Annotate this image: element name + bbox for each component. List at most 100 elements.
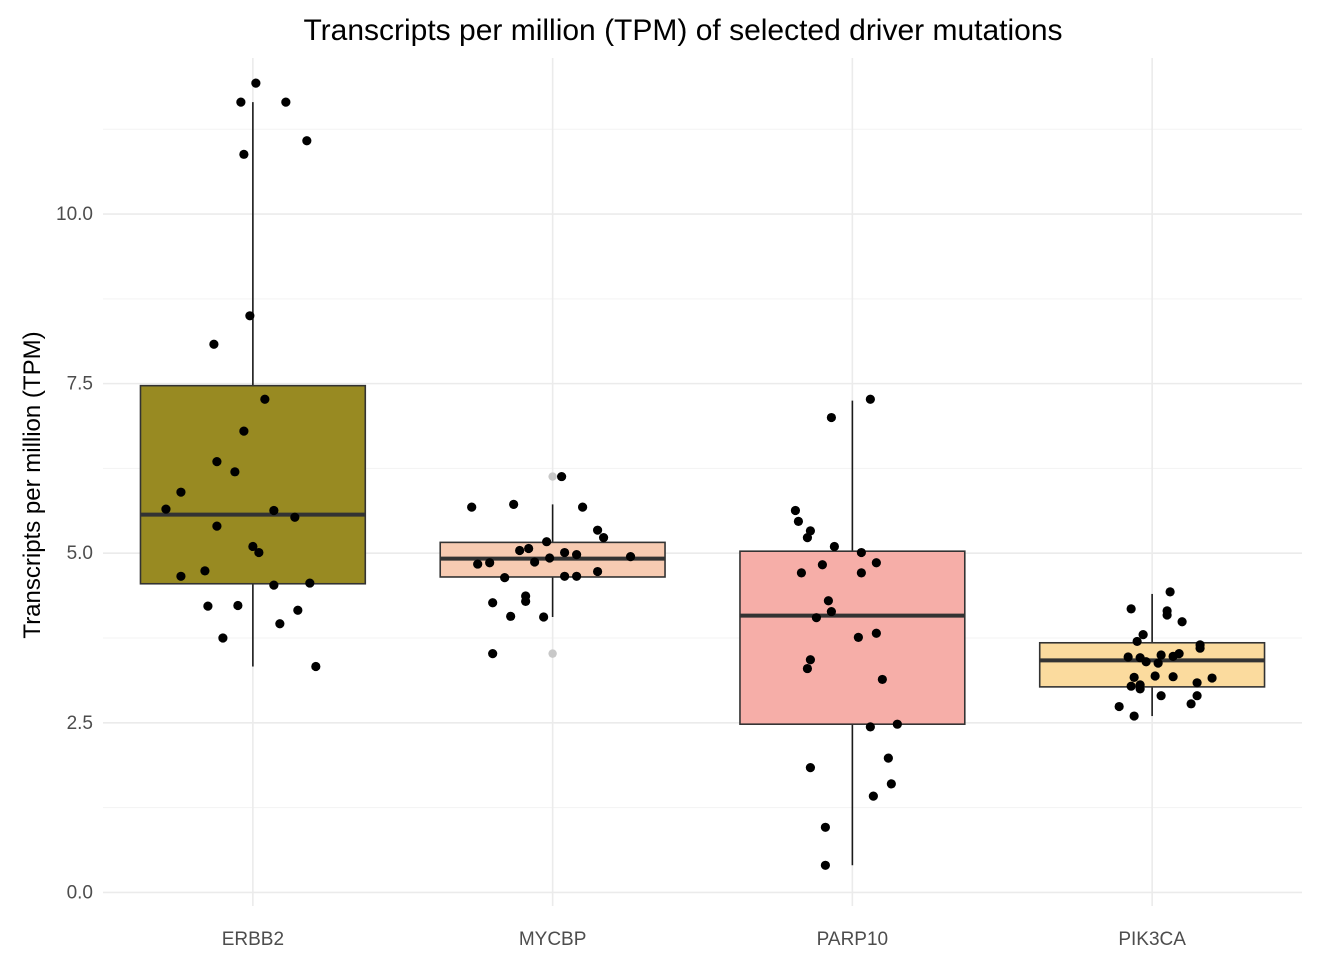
data-point bbox=[790, 505, 801, 516]
y-tick-label: 2.5 bbox=[67, 713, 93, 734]
data-point bbox=[218, 633, 228, 643]
data-point bbox=[856, 547, 866, 558]
data-point bbox=[509, 499, 519, 509]
data-point bbox=[592, 566, 603, 577]
data-point bbox=[1168, 672, 1178, 682]
data-point bbox=[1135, 684, 1145, 694]
data-point bbox=[305, 578, 315, 588]
data-point bbox=[161, 504, 171, 514]
data-point bbox=[868, 791, 878, 801]
data-point bbox=[281, 97, 291, 107]
data-point bbox=[239, 149, 249, 159]
data-point bbox=[1126, 681, 1136, 691]
data-point bbox=[865, 394, 875, 404]
data-point bbox=[883, 753, 893, 763]
data-point bbox=[560, 571, 570, 581]
box-layer bbox=[139, 102, 1266, 866]
data-point bbox=[488, 649, 498, 659]
data-point bbox=[1156, 650, 1166, 660]
data-point bbox=[1114, 701, 1124, 712]
data-point bbox=[1192, 691, 1202, 701]
box-parp10 bbox=[739, 550, 966, 725]
data-point bbox=[572, 571, 582, 581]
x-tick-label: PARP10 bbox=[817, 929, 888, 950]
outlier-point bbox=[548, 472, 557, 481]
data-point bbox=[865, 722, 875, 732]
data-point bbox=[239, 426, 249, 436]
data-point bbox=[625, 552, 636, 562]
x-tick-label: ERBB2 bbox=[222, 929, 284, 950]
data-point bbox=[826, 606, 836, 617]
x-tick-label: PIK3CA bbox=[1118, 929, 1186, 950]
data-point bbox=[473, 559, 483, 569]
axis-layer: 0.0 2.5 5.0 7.5 10.0 ERBB2 MYCBP PARP10 PIK3CA bbox=[56, 204, 1186, 950]
y-tick-label: 10.0 bbox=[56, 204, 93, 225]
data-point bbox=[557, 471, 567, 482]
data-point bbox=[802, 533, 813, 543]
data-point bbox=[209, 339, 219, 349]
data-point bbox=[254, 547, 264, 558]
data-point bbox=[212, 457, 222, 467]
data-point bbox=[598, 533, 609, 543]
data-point bbox=[853, 632, 863, 642]
data-point bbox=[542, 537, 552, 547]
data-point bbox=[820, 822, 830, 832]
data-point bbox=[871, 558, 881, 568]
data-point bbox=[506, 611, 516, 621]
data-point bbox=[871, 628, 881, 638]
data-point bbox=[829, 541, 839, 552]
data-point bbox=[1141, 657, 1151, 667]
data-point bbox=[578, 502, 588, 512]
data-point bbox=[176, 571, 186, 581]
data-point bbox=[796, 568, 807, 578]
data-point bbox=[260, 394, 270, 404]
data-point bbox=[212, 521, 222, 531]
data-point bbox=[275, 619, 285, 629]
data-point bbox=[293, 605, 303, 615]
y-tick-label: 7.5 bbox=[67, 374, 93, 395]
box-erbb2 bbox=[139, 384, 367, 585]
data-point bbox=[1150, 671, 1160, 681]
y-axis-label: Transcripts per million (TPM) bbox=[19, 331, 46, 638]
data-point bbox=[805, 655, 816, 665]
data-point bbox=[233, 600, 243, 611]
data-point bbox=[203, 601, 213, 611]
data-point bbox=[1168, 651, 1178, 661]
data-point bbox=[485, 558, 495, 568]
data-point bbox=[251, 78, 261, 88]
data-point bbox=[1132, 636, 1142, 647]
data-point bbox=[805, 763, 816, 773]
data-point bbox=[488, 598, 498, 608]
data-point bbox=[1129, 672, 1139, 682]
data-point bbox=[1177, 617, 1187, 627]
data-point bbox=[521, 596, 531, 606]
data-point bbox=[892, 719, 902, 729]
data-point bbox=[530, 557, 540, 567]
data-point bbox=[817, 560, 828, 570]
data-point bbox=[802, 663, 813, 674]
data-point bbox=[290, 512, 300, 522]
data-point bbox=[886, 779, 896, 789]
data-point bbox=[200, 566, 210, 576]
data-point bbox=[302, 136, 312, 146]
data-point bbox=[572, 549, 582, 560]
data-point bbox=[826, 412, 836, 423]
point-layer bbox=[161, 78, 1217, 870]
data-point bbox=[467, 502, 477, 512]
data-point bbox=[1126, 604, 1136, 614]
data-point bbox=[1123, 652, 1133, 662]
data-point bbox=[545, 553, 555, 563]
data-point bbox=[1138, 630, 1148, 640]
data-point bbox=[524, 543, 534, 554]
y-tick-label: 5.0 bbox=[67, 543, 93, 564]
data-point bbox=[820, 860, 830, 870]
data-point bbox=[248, 541, 258, 552]
data-point bbox=[1195, 643, 1205, 653]
data-point bbox=[877, 674, 887, 685]
chart-title: Transcripts per million (TPM) of selecte… bbox=[303, 14, 1062, 47]
data-point bbox=[245, 311, 255, 321]
data-point bbox=[856, 568, 866, 578]
data-point bbox=[560, 547, 570, 558]
